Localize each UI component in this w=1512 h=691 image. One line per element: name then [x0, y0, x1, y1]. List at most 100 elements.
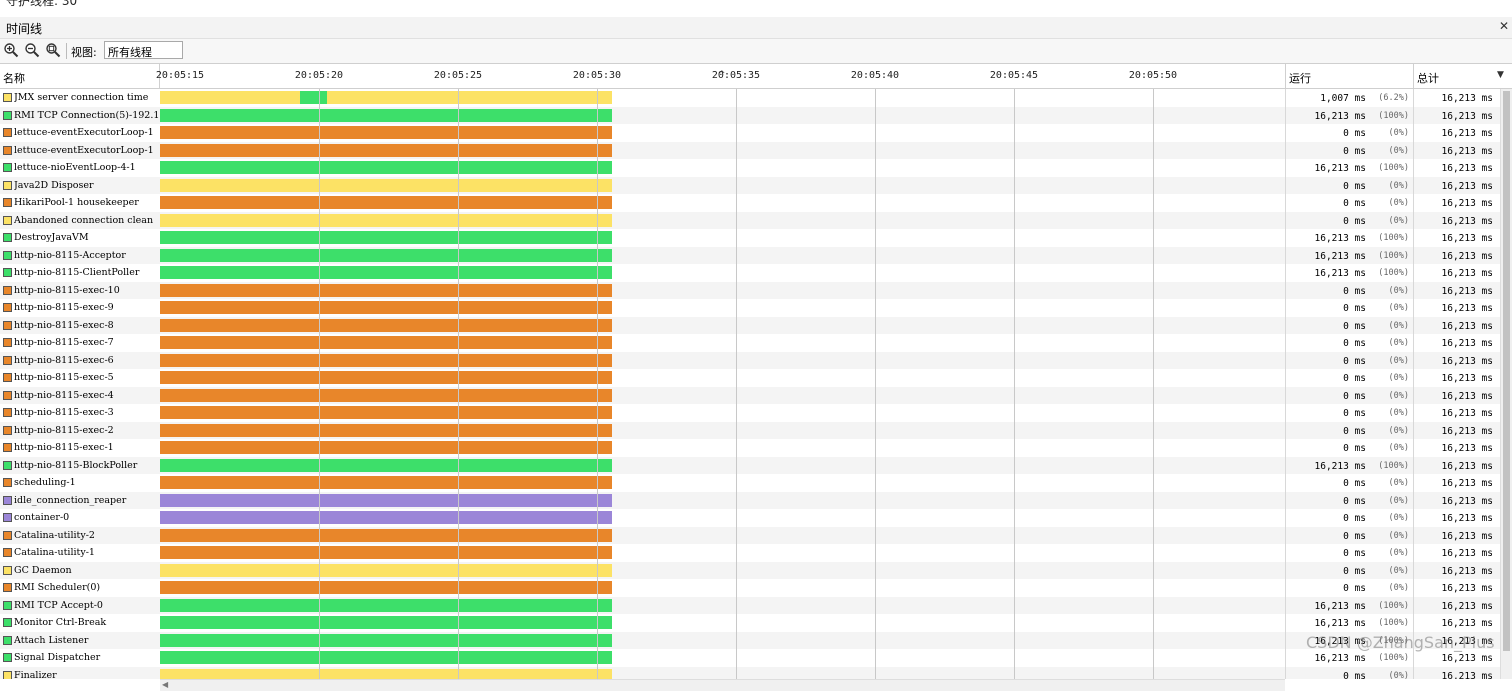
thread-row[interactable]: lettuce-nioEventLoop-4-1 16,213 ms (100%) 1… — [0, 159, 1500, 177]
thread-timeline-bar — [160, 178, 612, 192]
thread-name: http-nio-8115-ClientPoller — [14, 267, 140, 278]
thread-name: Monitor Ctrl-Break — [14, 617, 107, 628]
total-time: 16,213 ms — [1441, 338, 1493, 349]
thread-row[interactable]: http-nio-8115-exec-9 0 ms (0%) 16,213 ms — [0, 299, 1500, 317]
thread-row[interactable]: http-nio-8115-Acceptor 16,213 ms (100%) 16,… — [0, 246, 1500, 264]
total-time: 16,213 ms — [1441, 285, 1493, 297]
thread-name: Signal Dispatcher — [14, 652, 101, 663]
scroll-left-icon[interactable]: ◀ — [162, 680, 169, 689]
total-time: 16,213 ms — [1441, 145, 1493, 157]
column-divider[interactable] — [1413, 64, 1414, 88]
running-time: 16,213 ms — [1314, 460, 1366, 472]
sort-descending-icon[interactable]: ▼ — [1497, 70, 1504, 80]
thread-row[interactable]: http-nio-8115-exec-10 0 ms (0%) 16,213 ms — [0, 281, 1500, 299]
running-time: 0 ms — [1343, 478, 1366, 489]
total-time: 16,213 ms — [1441, 425, 1493, 437]
thread-state-swatch — [3, 285, 12, 295]
thread-timeline-bar — [160, 423, 612, 437]
thread-row[interactable]: scheduling-1 0 ms (0%) 16,213 ms — [0, 474, 1500, 492]
running-percent: (0%) — [1388, 390, 1409, 401]
thread-row[interactable]: RMI TCP Accept-0 16,213 ms (100%) 16,213 ms — [0, 596, 1500, 614]
thread-row[interactable]: RMI Scheduler(0) 0 ms (0%) 16,213 ms — [0, 579, 1500, 597]
thread-name: http-nio-8115-exec-10 — [14, 284, 120, 296]
thread-row[interactable]: idle_connection_reaper 0 ms (0%) 16,213 ms — [0, 491, 1500, 509]
close-panel-icon[interactable]: ✕ — [1498, 19, 1509, 33]
thread-timeline-bar — [160, 633, 612, 647]
thread-row[interactable]: http-nio-8115-exec-8 0 ms (0%) 16,213 ms — [0, 316, 1500, 334]
thread-row[interactable]: Catalina-utility-1 0 ms (0%) 16,213 ms — [0, 544, 1500, 562]
thread-row[interactable]: http-nio-8115-BlockPoller 16,213 ms (100%)… — [0, 456, 1500, 474]
panel-title: 时间线 — [6, 22, 43, 36]
running-time: 0 ms — [1343, 390, 1366, 402]
thread-row[interactable]: http-nio-8115-exec-1 0 ms (0%) 16,213 ms — [0, 439, 1500, 457]
daemon-thread-count: 守护线程: 30 — [6, 0, 78, 8]
total-time: 16,213 ms — [1441, 215, 1493, 227]
zoom-fit-icon[interactable] — [45, 42, 61, 58]
thread-row[interactable]: http-nio-8115-exec-4 0 ms (0%) 16,213 ms — [0, 386, 1500, 404]
total-time: 16,213 ms — [1441, 618, 1493, 629]
thread-row[interactable]: RMI TCP Connection(5)-192.1 16,213 ms (100… — [0, 106, 1500, 124]
thread-name: http-nio-8115-exec-2 — [14, 424, 114, 436]
running-time: 0 ms — [1343, 513, 1366, 524]
thread-row[interactable]: Signal Dispatcher 16,213 ms (100%) 16,213 m… — [0, 649, 1500, 667]
thread-timeline-bar — [160, 231, 612, 244]
thread-name: Finalizer — [14, 669, 57, 680]
running-time: 16,213 ms — [1314, 163, 1366, 174]
total-time: 16,213 ms — [1441, 495, 1493, 507]
total-time: 16,213 ms — [1441, 198, 1493, 209]
running-column-header[interactable]: 运行 — [1286, 64, 1414, 88]
zoom-in-icon[interactable] — [3, 42, 19, 58]
thread-row[interactable]: Java2D Disposer 0 ms (0%) 16,213 ms — [0, 176, 1500, 194]
thread-row[interactable]: http-nio-8115-exec-7 0 ms (0%) 16,213 ms — [0, 334, 1500, 352]
thread-row[interactable]: http-nio-8115-exec-5 0 ms (0%) 16,213 ms — [0, 369, 1500, 387]
total-time: 16,213 ms — [1441, 163, 1493, 174]
timeline-gridline — [1153, 89, 1154, 679]
thread-row[interactable]: lettuce-eventExecutorLoop-1 0 ms (0%) 16,21… — [0, 141, 1500, 159]
thread-row[interactable]: http-nio-8115-exec-6 0 ms (0%) 16,213 ms — [0, 351, 1500, 369]
view-select[interactable]: 所有线程 ⌵ — [104, 41, 183, 59]
time-tick-label: 20:05:25 — [433, 70, 483, 81]
thread-row[interactable]: lettuce-eventExecutorLoop-1 0 ms (0%) 16,21… — [0, 124, 1500, 142]
thread-row[interactable]: HikariPool-1 housekeeper 0 ms (0%) 16,213 m… — [0, 194, 1500, 212]
thread-name: lettuce-eventExecutorLoop-1 — [14, 144, 154, 156]
thread-state-swatch — [3, 250, 12, 260]
scrollbar-thumb[interactable] — [1503, 91, 1510, 651]
running-percent: (0%) — [1388, 443, 1409, 453]
thread-row[interactable]: http-nio-8115-exec-3 0 ms (0%) 16,213 ms — [0, 404, 1500, 422]
thread-state-swatch — [3, 443, 12, 452]
thread-timeline-bar — [160, 266, 612, 279]
thread-row[interactable]: JMX server connection time 1,007 ms (6.2%)… — [0, 89, 1500, 107]
top-strip: 守护线程: 30 — [0, 0, 1512, 18]
thread-row[interactable]: GC Daemon 0 ms (0%) 16,213 ms — [0, 561, 1500, 579]
running-percent: (0%) — [1388, 215, 1409, 226]
zoom-out-icon[interactable] — [24, 42, 40, 58]
thread-state-segment — [300, 91, 328, 104]
thread-row[interactable]: container-0 0 ms (0%) 16,213 ms — [0, 509, 1500, 527]
time-tick-label: 20:05:50 — [1128, 70, 1178, 81]
total-time: 16,213 ms — [1441, 530, 1493, 542]
thread-row[interactable]: http-nio-8115-exec-2 0 ms (0%) 16,213 ms — [0, 421, 1500, 439]
thread-row[interactable]: Monitor Ctrl-Break 16,213 ms (100%) 16,213 … — [0, 614, 1500, 632]
thread-name: Abandoned connection clean — [14, 214, 154, 226]
thread-row[interactable]: Catalina-utility-2 0 ms (0%) 16,213 ms — [0, 526, 1500, 544]
thread-name: Catalina-utility-1 — [14, 547, 95, 558]
total-column-header[interactable]: 总计 — [1414, 64, 1512, 88]
thread-row[interactable]: Finalizer 0 ms (0%) 16,213 ms — [0, 666, 1500, 680]
thread-row[interactable]: Abandoned connection clean 0 ms (0%) 16,213… — [0, 211, 1500, 229]
horizontal-scrollbar[interactable]: ◀ — [160, 679, 1285, 691]
thread-row[interactable]: DestroyJavaVM 16,213 ms (100%) 16,213 ms — [0, 229, 1500, 247]
time-tick-label: 20:05:45 — [989, 70, 1039, 81]
column-divider[interactable] — [159, 64, 160, 88]
thread-timeline-bar — [160, 616, 612, 629]
thread-timeline-bar — [160, 406, 612, 419]
column-divider[interactable] — [1285, 64, 1286, 88]
thread-name: RMI Scheduler(0) — [14, 582, 101, 593]
vertical-scrollbar[interactable] — [1500, 89, 1512, 679]
name-column-header[interactable]: 名称 — [0, 64, 160, 88]
running-percent: (100%) — [1378, 460, 1409, 471]
thread-name: http-nio-8115-exec-4 — [14, 389, 114, 401]
thread-timeline-bar — [160, 511, 612, 524]
thread-row[interactable]: Attach Listener 16,213 ms (100%) 16,213 ms — [0, 631, 1500, 649]
thread-row[interactable]: http-nio-8115-ClientPoller 16,213 ms (100%… — [0, 264, 1500, 282]
running-percent: (0%) — [1388, 373, 1409, 383]
